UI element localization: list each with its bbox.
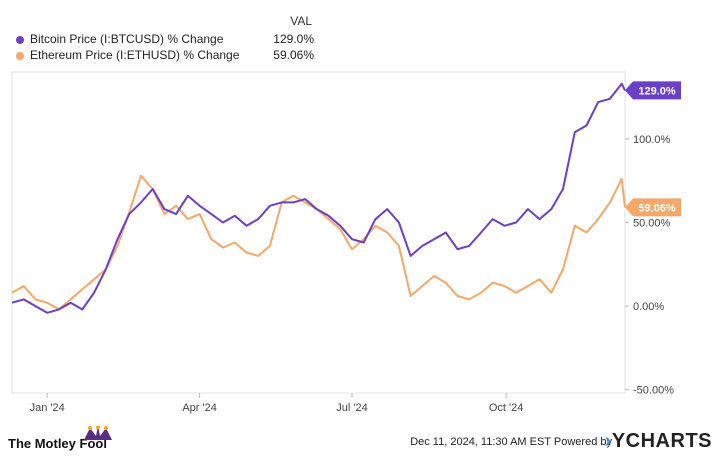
ycharts-y-icon: ›: [604, 430, 612, 452]
y-tick-label: 0.00%: [633, 301, 664, 313]
motley-fool-logo[interactable]: The Motley Fool: [8, 426, 118, 452]
legend-item-ethereum[interactable]: Ethereum Price (I:ETHUSD) % Change 59.06…: [14, 48, 314, 64]
x-tick-label: Apr '24: [182, 402, 217, 414]
ycharts-logo[interactable]: ›YCHARTS: [605, 430, 712, 453]
powered-by-label: Powered by: [553, 436, 612, 448]
x-tick-label: Jul '24: [336, 402, 367, 414]
series-line: [11, 174, 626, 311]
footer: The Motley Fool Dec 11, 2024, 11:30 AM E…: [0, 424, 720, 456]
bitcoin-dot-icon: [16, 36, 24, 44]
y-tick-label: -50.00%: [633, 385, 674, 397]
legend-label: Ethereum Price (I:ETHUSD) % Change: [30, 48, 240, 62]
logo-text: The Motley Fool: [8, 436, 107, 451]
x-tick-label: Oct '24: [489, 402, 524, 414]
legend-item-bitcoin[interactable]: Bitcoin Price (I:BTCUSD) % Change 129.0%: [14, 32, 314, 48]
timestamp: Dec 11, 2024, 11:30 AM EST Powered by: [410, 436, 612, 448]
series-end-label: 129.0%: [625, 81, 681, 100]
end-label-box: [625, 81, 681, 100]
line-chart: Jan '24 Apr '24 Jul '24 Oct '24 100.0% 50.00%…: [11, 71, 681, 414]
end-label-box: [625, 198, 681, 217]
jester-hat-icon: [84, 426, 112, 440]
y-tick-label: 50.00%: [633, 217, 671, 229]
end-label-text: 59.06%: [638, 202, 676, 214]
legend-value: 129.0%: [273, 32, 314, 46]
brand-label: YCHARTS: [611, 430, 712, 452]
ethereum-dot-icon: [16, 52, 24, 60]
series-line: [11, 82, 626, 314]
plot-area: [11, 71, 626, 394]
legend-value: 59.06%: [273, 48, 314, 62]
end-label-text: 129.0%: [638, 85, 676, 97]
legend-label: Bitcoin Price (I:BTCUSD) % Change: [30, 32, 224, 46]
date-label: Dec 11, 2024, 11:30 AM EST: [410, 436, 551, 448]
legend-value-header: VAL: [290, 14, 312, 28]
x-tick-label: Jan '24: [30, 402, 65, 414]
y-tick-label: 100.0%: [633, 134, 671, 146]
series-end-label: 59.06%: [625, 198, 681, 217]
